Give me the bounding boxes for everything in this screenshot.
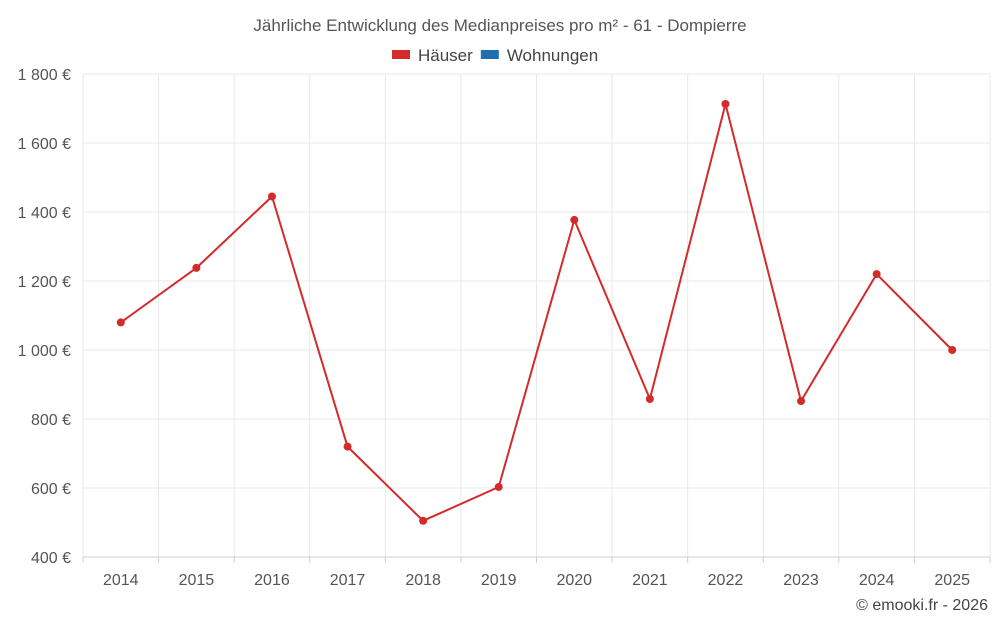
data-point[interactable] xyxy=(343,442,352,451)
x-tick-label: 2015 xyxy=(179,572,215,589)
legend-swatch-1[interactable] xyxy=(480,50,499,59)
y-tick-label: 1 600 € xyxy=(18,136,71,153)
grid xyxy=(82,73,991,563)
x-tick-label: 2021 xyxy=(632,572,668,589)
legend: Häuser Wohnungen xyxy=(392,46,598,65)
data-point[interactable] xyxy=(419,516,428,525)
data-point[interactable] xyxy=(721,100,730,109)
x-tick-label: 2025 xyxy=(934,572,970,589)
data-point[interactable] xyxy=(494,482,503,491)
x-axis-labels: 2014 2015 2016 2017 2018 2019 2020 2021 2022 2023… xyxy=(103,572,970,589)
y-tick-label: 800 € xyxy=(31,412,71,429)
legend-swatch-0[interactable] xyxy=(392,50,410,59)
x-tick-label: 2014 xyxy=(103,572,139,589)
legend-label-0[interactable]: Häuser xyxy=(418,46,473,65)
data-point[interactable] xyxy=(267,192,276,201)
data-point[interactable] xyxy=(872,270,881,279)
y-tick-label: 1 200 € xyxy=(18,274,71,291)
data-point[interactable] xyxy=(797,397,806,406)
data-point[interactable] xyxy=(948,346,957,354)
data-point[interactable] xyxy=(116,318,125,327)
data-point[interactable] xyxy=(570,215,579,224)
x-tick-label: 2023 xyxy=(783,572,819,589)
y-tick-label: 400 € xyxy=(31,550,71,567)
legend-label-1[interactable]: Wohnungen xyxy=(507,46,598,65)
series-line-0 xyxy=(120,103,953,522)
credit-text: © emooki.fr - 2026 xyxy=(856,597,988,614)
y-tick-label: 1 800 € xyxy=(18,67,71,84)
x-tick-label: 2022 xyxy=(708,572,744,589)
series-layer xyxy=(116,100,957,525)
x-tick-label: 2017 xyxy=(330,572,366,589)
y-tick-label: 600 € xyxy=(31,481,71,498)
x-tick-label: 2020 xyxy=(556,572,592,589)
x-tick-label: 2018 xyxy=(405,572,441,589)
data-point[interactable] xyxy=(192,263,201,272)
x-tick-label: 2024 xyxy=(859,572,895,589)
x-tick-label: 2016 xyxy=(254,572,290,589)
x-tick-label: 2019 xyxy=(481,572,517,589)
y-tick-label: 1 400 € xyxy=(18,205,71,222)
data-point[interactable] xyxy=(645,394,654,403)
chart-title: Jährliche Entwicklung des Medianpreises … xyxy=(253,16,746,35)
y-tick-label: 1 000 € xyxy=(18,343,71,360)
y-axis-labels: 400 € 600 € 800 € 1 000 € 1 200 € 1 400 € 1 60… xyxy=(18,67,71,567)
